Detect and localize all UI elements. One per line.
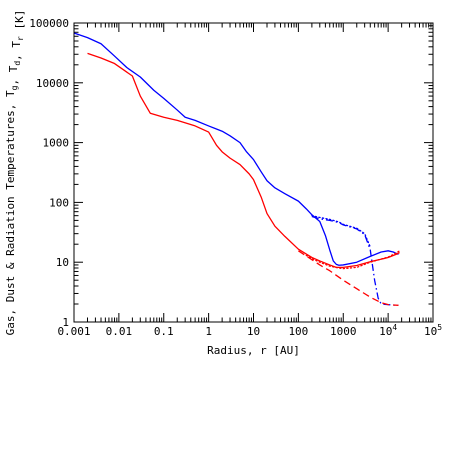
series-lines [73,32,401,306]
y-tick-label: 10000 [36,77,69,90]
plot-frame [73,22,434,323]
series-line-blue-solid [73,32,399,266]
tick-labels: 0.001 0.01 0.1 1 10 100 1000 104 105 1 10 100 1000 10… [29,17,442,338]
y-tick-label: 1000 [43,137,70,150]
x-tick-label: 100 [288,325,308,338]
x-tick-label: 1000 [330,325,357,338]
y-tick-label: 10 [56,256,69,269]
series-line-blue-dashdot [311,215,399,306]
y-tick-label: 1 [62,316,69,329]
series-line-red-dashed [298,250,399,306]
x-tick-label: 1 [205,325,212,338]
series-line-blue-dotted [311,215,371,248]
y-tick-label: 100000 [29,17,69,30]
x-tick-label: 0.01 [106,325,133,338]
x-tick-label: 10 [247,325,260,338]
x-axis-title: Radius, r [AU] [207,344,300,357]
series-line-red-dotted [305,250,401,270]
y-tick-label: 100 [49,196,69,209]
axis-ticks [73,23,433,323]
series-line-red-solid [87,52,400,268]
x-tick-label: 104 [379,323,397,338]
x-tick-label: 0.001 [57,325,90,338]
x-tick-label: 0.1 [154,325,174,338]
y-axis-title: Gas, Dust & Radiation Temperatures, Tg, … [4,10,26,336]
x-tick-label: 105 [424,323,442,338]
